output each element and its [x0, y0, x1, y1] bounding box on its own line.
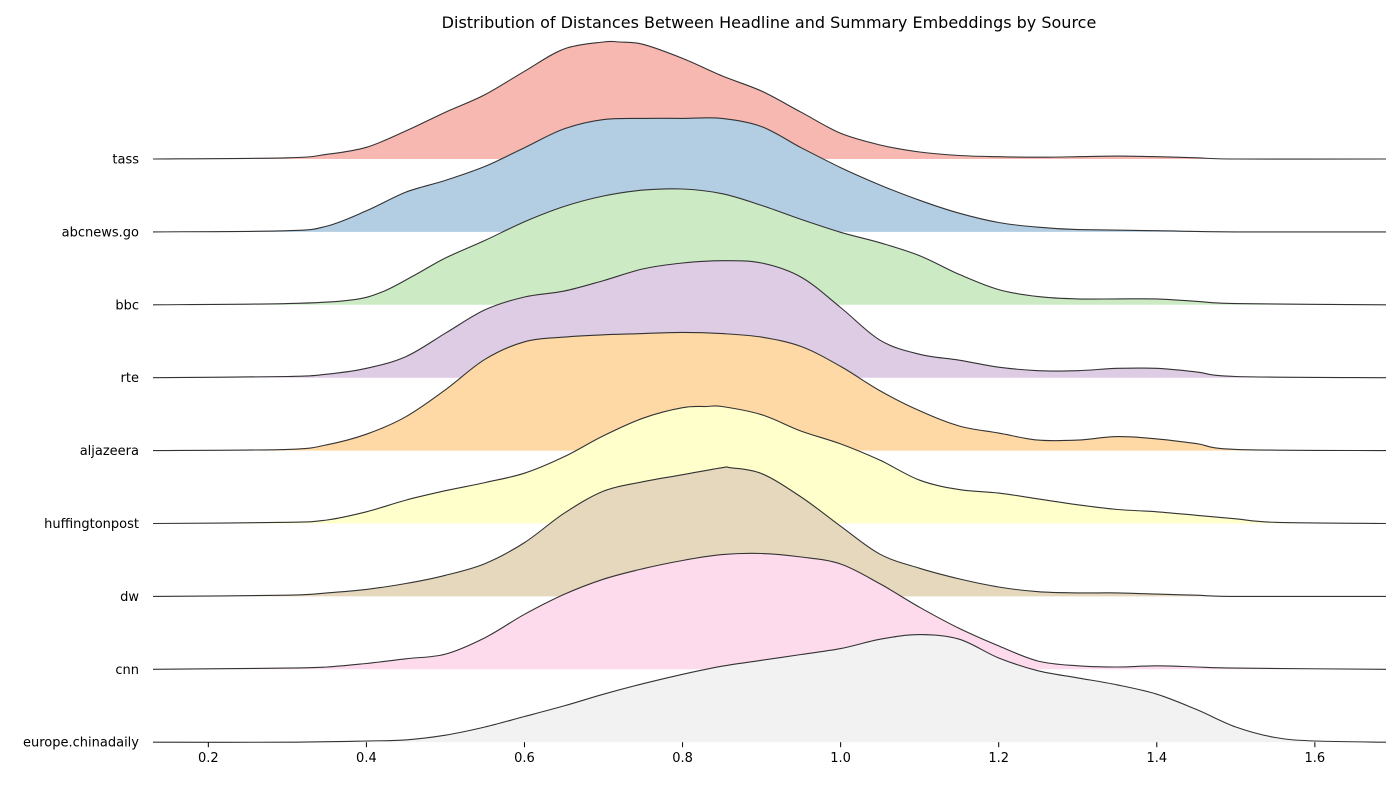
ridge-bbc: bbc	[115, 188, 1387, 313]
x-tick-label: 1.2	[988, 751, 1009, 766]
ridge-area	[153, 405, 1386, 524]
ridge-huffingtonpost: huffingtonpost	[44, 405, 1387, 532]
ridge-label: cnn	[115, 663, 139, 678]
x-tick-label: 0.8	[672, 751, 693, 766]
ridge-line	[152, 466, 1387, 598]
ridge-label: europe.chinadaily	[23, 736, 139, 751]
ridge-area	[153, 260, 1386, 378]
x-tick-label: 0.4	[356, 751, 377, 766]
ridge-label: bbc	[115, 298, 139, 313]
x-axis: 0.2 0.4 0.6 0.8 1.0 1.2 1.4 1.6	[198, 742, 1325, 766]
ridge-tass: tass	[112, 40, 1387, 168]
ridge-abcnews-go: abcnews.go	[62, 117, 1387, 240]
ridge-label: tass	[112, 153, 139, 168]
ridge-area	[153, 41, 1386, 160]
ridge-europe-chinadaily: europe.chinadaily	[23, 634, 1387, 751]
ridge-line	[152, 260, 1387, 379]
ridge-area	[153, 634, 1386, 743]
ridge-cnn: cnn	[115, 552, 1387, 678]
x-tick-label: 1.4	[1146, 751, 1167, 766]
ridge-aljazeera: aljazeera	[80, 331, 1387, 459]
ridge-label: dw	[120, 590, 139, 605]
ridge-area	[153, 188, 1386, 305]
x-tick-label: 0.6	[514, 751, 535, 766]
ridge-rte: rte	[121, 260, 1387, 386]
ridge-area	[153, 332, 1386, 451]
ridge-label: huffingtonpost	[44, 517, 139, 532]
ridge-area	[153, 553, 1386, 670]
ridge-line	[152, 188, 1387, 306]
ridge-label: rte	[121, 371, 139, 386]
ridge-line	[152, 117, 1387, 233]
ridge-label: aljazeera	[80, 444, 139, 459]
ridges-group: tass abcnews.go bbc rte aljazeera huffingtonp…	[23, 40, 1387, 751]
ridge-line	[152, 40, 1387, 160]
chart-title: Distribution of Distances Between Headli…	[442, 13, 1097, 32]
ridge-area	[153, 466, 1386, 597]
ridge-line	[152, 331, 1387, 452]
ridge-dw: dw	[120, 466, 1387, 605]
ridge-area	[153, 117, 1386, 232]
ridge-line	[152, 552, 1387, 670]
ridge-line	[152, 634, 1387, 743]
x-tick-label: 1.0	[830, 751, 851, 766]
ridge-label: abcnews.go	[62, 225, 139, 240]
x-tick-label: 1.6	[1305, 751, 1326, 766]
x-tick-label: 0.2	[198, 751, 219, 766]
ridge-line	[152, 405, 1387, 525]
